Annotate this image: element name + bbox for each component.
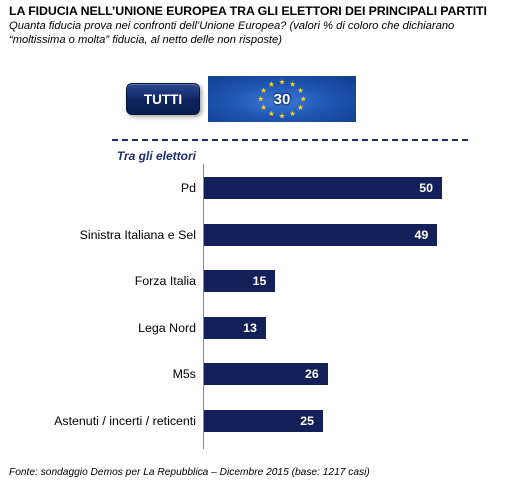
flag-star — [289, 81, 296, 87]
bar: 49 — [204, 223, 438, 246]
flag-star — [260, 87, 267, 93]
category-label: Sinistra Italiana e Sel — [79, 227, 196, 242]
bar-value-label: 50 — [419, 181, 433, 195]
category-label: Astenuti / incerti / reticenti — [54, 413, 196, 428]
total-label: TUTTI — [143, 91, 183, 107]
flag-star — [289, 110, 296, 117]
total-label-box: TUTTI — [126, 83, 200, 115]
flag-star — [279, 113, 285, 119]
eu-flag-stars — [257, 79, 307, 119]
flag-star — [257, 96, 264, 102]
category-label: Lega Nord — [138, 320, 196, 335]
bar-value-label: 26 — [304, 367, 319, 381]
bar-value-label: 13 — [243, 320, 257, 335]
category-label: Forza Italia — [134, 274, 196, 288]
bar-value-label: 25 — [300, 413, 314, 428]
bar: 13 — [204, 316, 266, 339]
source-note: Fonte: sondaggio Demos per La Repubblica… — [9, 467, 370, 478]
total-value: 30 — [273, 90, 291, 108]
flag-star — [300, 96, 307, 102]
bar: 50 — [204, 177, 442, 199]
chart-subtitle: Quanta fiducia prova nei confronti dell’… — [9, 20, 455, 46]
bar-value-label: 15 — [252, 274, 267, 288]
flag-star — [268, 81, 275, 87]
flag-star — [297, 104, 304, 110]
chart-title: LA FIDUCIA NELL’UNIONE EUROPEA TRA GLI E… — [9, 4, 487, 18]
category-axis — [203, 164, 204, 449]
eu-flag: 30 — [208, 76, 356, 122]
section-label: Tra gli elettori — [116, 149, 196, 163]
flag-star — [268, 110, 275, 117]
flag-star — [260, 104, 267, 110]
category-label: Pd — [180, 181, 196, 195]
category-label: M5s — [172, 367, 196, 381]
bar: 15 — [204, 270, 276, 292]
flag-star — [297, 87, 304, 93]
flag-star — [279, 79, 285, 85]
bar-value-label: 49 — [414, 227, 429, 242]
bar: 26 — [204, 363, 328, 385]
bar: 25 — [204, 409, 323, 432]
section-divider — [112, 139, 468, 141]
